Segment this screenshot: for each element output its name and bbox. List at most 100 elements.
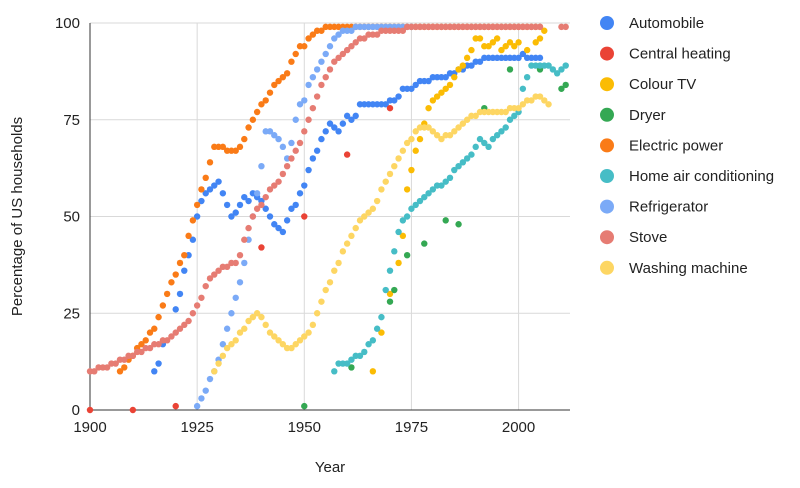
data-point <box>429 128 437 135</box>
data-point <box>309 31 317 38</box>
data-point <box>446 174 454 181</box>
data-point <box>271 81 278 89</box>
data-point <box>408 85 415 92</box>
data-point <box>172 402 179 410</box>
data-point <box>262 193 269 201</box>
data-point <box>206 375 214 383</box>
legend-marker <box>600 230 614 245</box>
data-point <box>438 89 445 96</box>
data-point <box>386 104 394 112</box>
data-point <box>121 356 128 363</box>
legend-marker <box>600 260 614 275</box>
data-point <box>541 27 548 34</box>
data-point <box>253 108 261 116</box>
data-point <box>198 294 205 301</box>
data-point <box>352 39 359 46</box>
data-point <box>181 252 188 259</box>
legend-label: Colour TV <box>629 76 696 93</box>
data-point <box>266 186 274 193</box>
data-point <box>103 364 111 371</box>
data-point <box>541 97 548 104</box>
data-point <box>476 35 484 42</box>
legend-item: Automobile <box>600 15 704 32</box>
data-point <box>211 271 218 278</box>
data-point <box>206 186 214 193</box>
data-point <box>258 101 265 108</box>
data-point <box>331 368 338 375</box>
data-point <box>335 31 342 38</box>
data-points <box>86 23 569 414</box>
data-point <box>121 364 128 371</box>
data-point <box>266 89 274 96</box>
data-point <box>279 73 287 81</box>
data-point <box>309 73 317 81</box>
data-point <box>502 108 509 116</box>
data-point <box>211 182 218 189</box>
data-point <box>301 43 308 50</box>
data-point <box>258 201 265 209</box>
legend-item: Stove <box>600 229 667 246</box>
data-point <box>515 54 522 62</box>
data-point <box>223 263 231 271</box>
data-point <box>536 23 544 31</box>
data-point <box>193 201 201 209</box>
data-point <box>506 66 514 73</box>
data-point <box>365 209 372 216</box>
data-point <box>279 143 287 151</box>
data-point <box>331 58 338 65</box>
data-point <box>279 341 287 348</box>
data-point <box>253 190 261 197</box>
data-point <box>502 124 509 131</box>
data-point <box>211 368 218 375</box>
data-point <box>382 101 389 108</box>
series-washing-machine <box>211 93 552 375</box>
data-point <box>468 62 475 69</box>
data-point <box>519 85 527 92</box>
data-point <box>425 77 432 85</box>
legend-item: Dryer <box>600 107 666 124</box>
data-point <box>382 178 389 185</box>
data-point <box>455 124 462 131</box>
x-tick-label: 1900 <box>73 419 106 436</box>
data-point <box>468 151 475 158</box>
data-point <box>305 166 312 174</box>
data-point <box>301 97 308 104</box>
data-point <box>228 310 235 317</box>
data-point <box>185 232 192 240</box>
data-point <box>343 240 351 247</box>
data-point <box>335 128 342 135</box>
data-point <box>283 70 291 77</box>
data-point <box>322 128 329 135</box>
data-point <box>91 368 98 375</box>
legend-label: Stove <box>629 229 667 246</box>
data-point <box>433 93 441 100</box>
data-point <box>219 143 227 151</box>
data-point <box>446 81 454 89</box>
data-point <box>391 286 398 294</box>
data-point <box>442 217 449 224</box>
data-point <box>138 341 145 348</box>
data-point <box>292 341 299 348</box>
data-point <box>228 341 235 348</box>
data-point <box>331 267 338 274</box>
data-point <box>391 248 398 255</box>
data-point <box>348 43 355 50</box>
data-point <box>215 267 222 274</box>
data-point <box>245 197 252 205</box>
legend-item: Electric power <box>600 137 723 154</box>
data-point <box>442 178 449 185</box>
data-point <box>275 135 282 143</box>
legend-marker <box>600 16 614 30</box>
data-point <box>151 368 158 375</box>
data-point <box>476 135 484 143</box>
axes <box>89 23 570 411</box>
legend-label: Home air conditioning <box>629 168 774 185</box>
data-point <box>459 159 467 166</box>
data-point <box>219 341 227 348</box>
data-point <box>459 62 467 69</box>
data-point <box>266 128 274 135</box>
data-point <box>318 298 325 305</box>
data-point <box>326 120 334 127</box>
y-tick-label: 75 <box>63 112 80 129</box>
data-point <box>506 116 514 123</box>
